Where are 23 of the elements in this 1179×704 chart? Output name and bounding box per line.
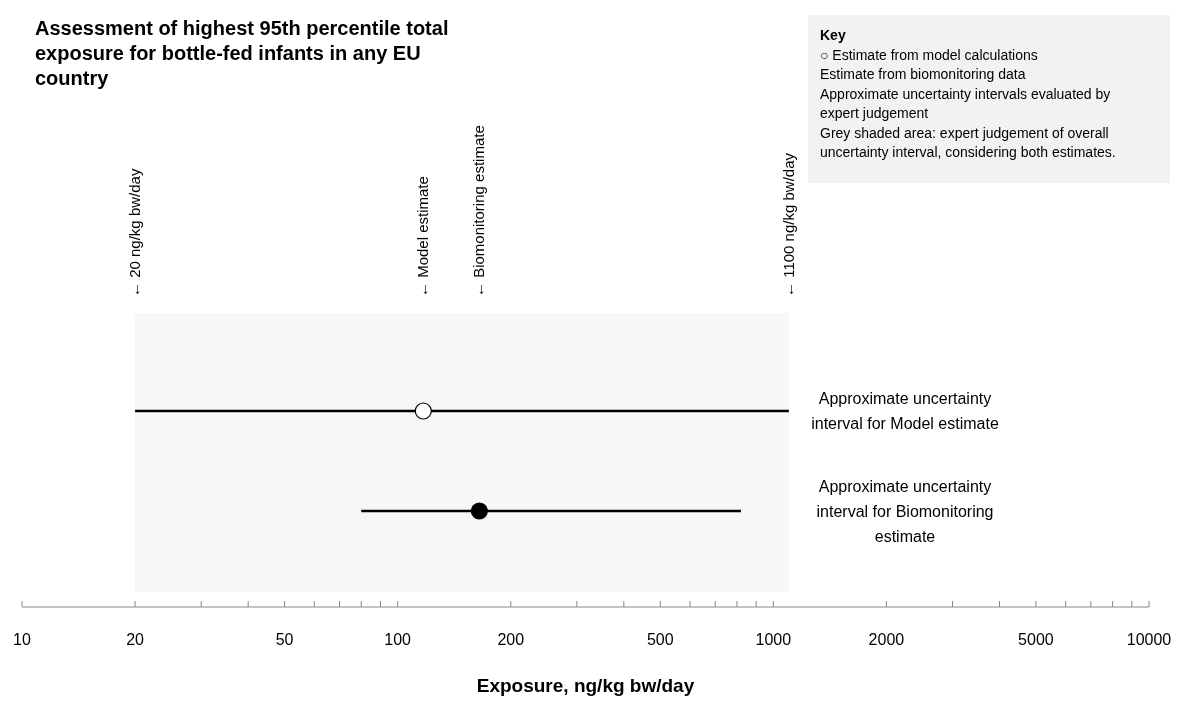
x-tick-label: 100 [384,631,412,648]
text: Grey shaded area: expert judgement of overall uncertainty interval, considering both estimates. [820,124,1116,160]
x-tick-label: 500 [646,631,674,648]
text: ← 1100 ng/kg bw/day [779,152,797,297]
x-tick-label: 10 [13,631,31,648]
x-tick-label: 200 [497,631,525,648]
text: ○ Estimate from model calculations [820,46,1038,63]
text: ← 20 ng/kg bw/day [126,168,144,297]
text: ← Biomonitoring estimate [470,125,488,297]
x-tick-label: 20 [126,631,145,648]
text: Approximate uncertainty intervals evaluated by expert judgement [820,85,1111,121]
x-tick-label: 5000 [1018,631,1054,648]
text: Key [820,27,846,43]
x-tick-label: 10000 [1126,631,1172,648]
x-axis-title: Exposure, ng/kg bw/day [476,675,695,696]
text: Estimate from biomonitoring data [820,66,1026,82]
x-tick-label: 1000 [755,631,792,648]
y-tick-label: Approximate uncertainty interval for Model estimate [811,390,999,433]
chart-title: Assessment of highest 95th percentile total exposure for bottle-fed infants in any EU country [35,17,449,90]
x-tick-label: 50 [275,631,294,648]
x-tick-label: 2000 [868,631,905,648]
y-tick-label: Approximate uncertainty interval for Biomonitoring estimate [816,477,994,545]
text: ← Model estimate [414,176,432,297]
